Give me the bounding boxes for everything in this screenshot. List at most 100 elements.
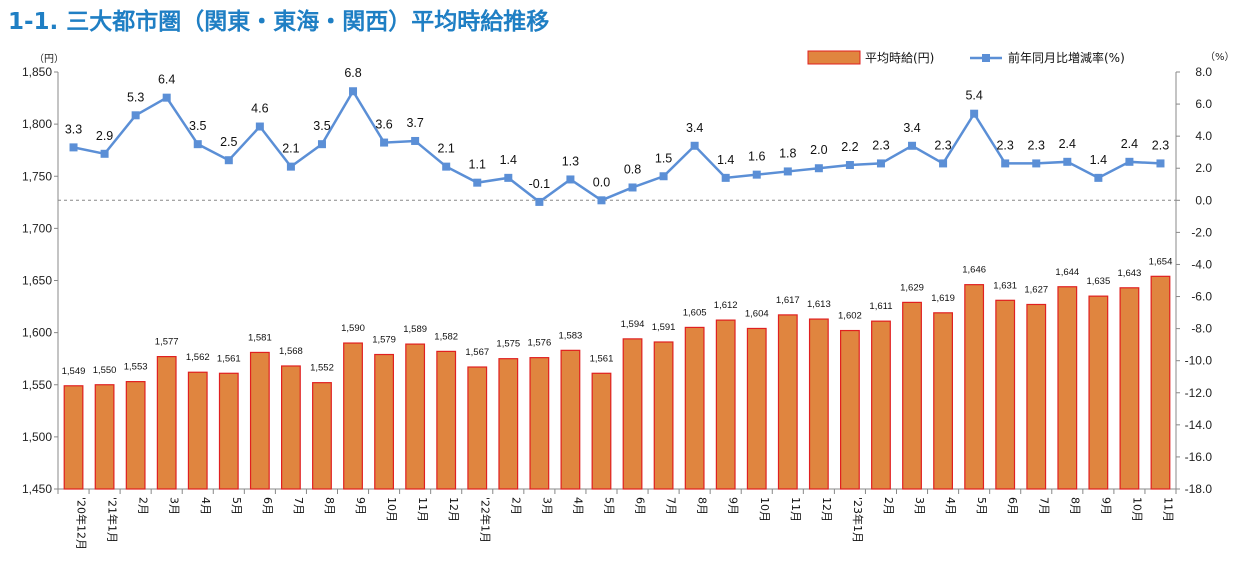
bar [684,326,705,490]
left-axis-tick-label: 1,700 [22,221,52,235]
rate-marker [659,172,668,181]
bar [63,385,84,490]
bar [1026,303,1047,490]
x-category-label: 12月 [447,497,460,522]
rate-marker [939,159,948,168]
bar [808,318,829,490]
rate-value-label: 2.3 [934,138,951,152]
rate-value-label: 1.4 [1090,153,1107,167]
x-category-label: '21年1月 [106,497,120,543]
x-category-label: 5月 [975,497,988,515]
x-category-label: 9月 [354,497,367,515]
rate-marker [504,173,513,182]
rate-value-label: 0.0 [593,175,610,189]
rate-marker [908,141,917,150]
rate-marker [1063,157,1072,166]
bar-value-label: 1,602 [838,311,862,322]
bar [1150,275,1171,490]
x-category-label: 2月 [509,497,522,515]
bar [839,329,860,490]
bar-value-label: 1,627 [1024,284,1048,295]
x-category-label: 4月 [199,497,212,515]
rate-value-label: 3.4 [686,121,703,135]
rate-marker [193,140,202,149]
x-category-label: 10月 [385,497,398,522]
x-category-label: 5月 [230,497,243,515]
right-axis-tick-label: 4.0 [1195,129,1212,143]
bar-value-label: 1,562 [186,352,210,363]
x-category-label: 11月 [1161,497,1174,522]
x-category-label: 4月 [571,497,584,515]
right-axis-tick-label: 6.0 [1195,97,1212,111]
right-axis-tick-label: -16.0 [1185,450,1213,464]
bar [964,284,985,490]
x-category-label: 9月 [727,497,740,515]
bar [281,365,301,490]
bar-value-label: 1,568 [279,346,303,357]
rate-value-label: -0.1 [529,177,551,191]
bar-value-label: 1,631 [993,280,1017,291]
bar [622,338,643,490]
right-axis-tick-label: -8.0 [1191,322,1212,336]
bar-value-label: 1,646 [962,265,986,276]
right-axis-tick-label: 2.0 [1195,161,1212,175]
rate-value-label: 2.3 [996,138,1013,152]
rate-value-label: 2.4 [1059,137,1076,151]
left-axis-tick-label: 1,450 [22,482,52,496]
bar-value-label: 1,604 [745,308,769,319]
bar-value-label: 1,549 [62,366,86,377]
rate-marker [628,183,637,192]
x-category-label: 7月 [665,497,678,515]
bar-value-label: 1,552 [310,363,334,374]
bar-value-label: 1,635 [1086,276,1110,287]
right-axis-tick-label: -14.0 [1185,418,1213,432]
rate-value-label: 1.4 [717,153,734,167]
x-category-label: 7月 [292,497,305,515]
legend-bar-swatch [807,50,861,65]
bar [653,341,674,490]
page-title: 1-1. 三大都市圏（関東・東海・関西）平均時給推移 [8,9,550,35]
rate-value-label: 1.6 [748,150,765,164]
rate-marker [317,140,326,149]
x-category-label: 4月 [944,497,957,515]
bar [715,319,736,490]
rate-value-label: 2.5 [220,135,237,149]
rate-marker [1156,159,1165,168]
bar-value-label: 1,619 [931,293,955,304]
rate-marker [721,173,730,182]
rate-value-label: 2.0 [810,143,827,157]
left-axis-tick-label: 1,750 [22,169,52,183]
x-category-label: 6月 [634,497,647,515]
rate-marker [752,170,761,179]
x-category-label: 2月 [882,497,895,515]
rate-value-label: 5.3 [127,90,144,104]
x-category-label: 11月 [789,497,802,522]
rate-marker [845,161,854,170]
legend-bar-label: 平均時給(円) [865,51,934,65]
bar-value-label: 1,654 [1149,256,1173,267]
rate-value-label: 2.1 [437,142,454,156]
rate-marker [286,162,295,171]
x-category-label: 6月 [261,497,274,515]
bar [374,353,394,490]
bar-value-label: 1,553 [124,362,148,373]
bar [902,301,922,490]
rate-marker [970,109,979,118]
rate-marker [690,141,699,150]
rate-value-label: 3.4 [903,121,920,135]
rate-value-label: 2.4 [1121,137,1138,151]
left-axis-unit: （円） [34,53,64,65]
bar [436,350,457,490]
right-axis-tick-label: -18.0 [1185,482,1213,496]
rate-marker [411,136,420,145]
bar-value-label: 1,550 [93,365,117,376]
x-category-label: 10月 [1130,497,1143,522]
rate-value-label: 1.3 [562,154,579,168]
bar [1119,287,1140,490]
rate-value-label: 1.5 [655,151,672,165]
legend-line-marker [982,54,990,62]
rate-value-label: 1.1 [469,158,486,172]
rate-value-label: 3.5 [313,119,330,133]
right-axis-tick-label: -4.0 [1191,257,1212,271]
